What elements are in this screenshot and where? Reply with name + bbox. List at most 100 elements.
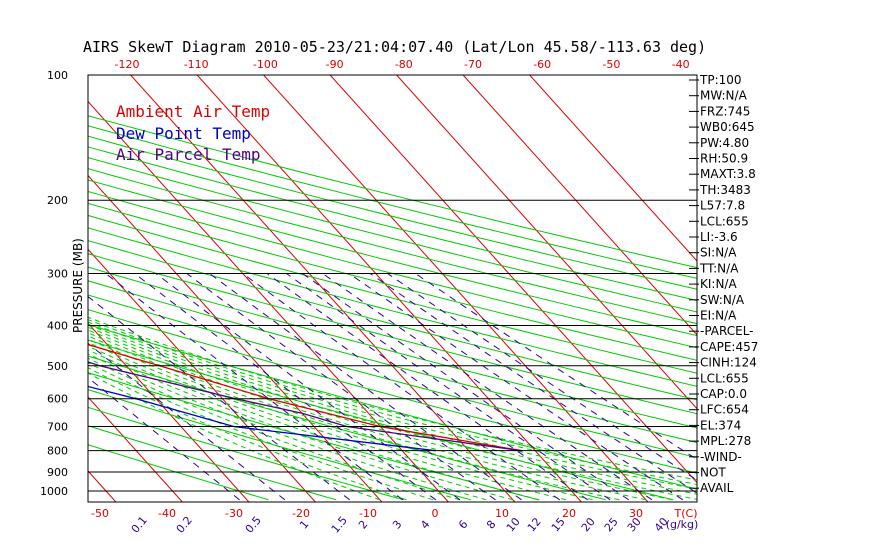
- top-temp-tick-label: -110: [184, 58, 209, 71]
- dry-adiabat-line: [88, 157, 697, 313]
- dry-adiabat-line: [88, 146, 697, 302]
- index-label: PW:4.80: [700, 136, 749, 150]
- moist-adiabat-line: [88, 338, 593, 501]
- mixing-ratio-line: [286, 273, 611, 501]
- legend-parcel-temp: Air Parcel Temp: [116, 145, 261, 164]
- mixing-ratio-line: [302, 273, 629, 501]
- mixing-ratio-line: [387, 273, 697, 481]
- top-temp-tick-label: -70: [464, 58, 482, 71]
- bottom-temp-tick-label: 0: [432, 507, 439, 520]
- moist-adiabat-line: [88, 372, 381, 501]
- dry-adiabat-line: [88, 425, 337, 501]
- pressure-tick-label: 100: [47, 69, 68, 82]
- ambient-temp-line: [88, 343, 523, 452]
- legend-ambient-temp: Ambient Air Temp: [116, 102, 270, 121]
- isotherm-line: [88, 322, 250, 502]
- index-label: TT:N/A: [699, 261, 739, 275]
- dry-adiabat-line: [88, 280, 697, 444]
- isotherm-line: [329, 75, 697, 484]
- bottom-temp-tick-label: -40: [158, 507, 176, 520]
- moist-adiabat-line: [88, 362, 434, 501]
- dry-adiabat-line: [88, 168, 697, 325]
- index-label: MW:N/A: [700, 89, 748, 103]
- index-label: FRZ:745: [700, 104, 750, 118]
- pressure-tick-label: 500: [47, 360, 68, 373]
- background-grid: [0, 75, 697, 502]
- mixing-ratio-line: [105, 273, 404, 501]
- dry-adiabat-line: [88, 294, 697, 459]
- dry-adiabat-line: [88, 179, 697, 337]
- bottom-temp-tick-label: -30: [225, 507, 243, 520]
- top-temp-tick-label: -50: [602, 58, 620, 71]
- pressure-tick-label: 200: [47, 194, 68, 207]
- mixing-ratio-line: [322, 273, 653, 501]
- pressure-tick-label: 600: [47, 393, 68, 406]
- index-label: KI:N/A: [700, 277, 737, 291]
- mixing-ratio-line: [186, 273, 496, 501]
- index-label: MAXT:3.8: [700, 167, 756, 181]
- index-label: CAPE:457: [700, 340, 758, 354]
- index-label: LFC:654: [700, 403, 749, 417]
- index-label: AVAIL: [700, 481, 734, 495]
- moist-adiabat-line: [88, 329, 673, 501]
- index-label: -WIND-: [700, 450, 742, 464]
- index-label: TH:3483: [699, 183, 751, 197]
- index-label: RH:50.9: [700, 152, 748, 166]
- index-label: SI:N/A: [700, 246, 737, 260]
- legend: Ambient Air Temp Dew Point Temp Air Parc…: [116, 102, 270, 164]
- index-label: LI:-3.6: [700, 230, 738, 244]
- isotherm-line: [88, 174, 383, 502]
- index-label: SW:N/A: [700, 293, 745, 307]
- bottom-temp-tick-label: 30: [629, 507, 643, 520]
- index-label: LCL:655: [700, 214, 749, 228]
- index-label: EL:374: [700, 418, 741, 432]
- pressure-tick-label: 1000: [40, 485, 68, 498]
- dry-adiabat-line: [88, 253, 697, 415]
- pressure-tick-label: 400: [47, 319, 68, 332]
- dry-adiabat-line: [88, 372, 539, 501]
- moist-adiabat-line: [88, 335, 620, 501]
- mixing-ratio-unit-label: (g/kg): [666, 518, 699, 531]
- y-axis-label: PRESSURE (MB): [71, 238, 85, 333]
- dry-adiabat-line: [88, 324, 697, 490]
- temp-unit-label: T(C): [674, 507, 698, 520]
- mixing-ratio-line: [266, 273, 588, 501]
- moist-adiabat-line: [88, 353, 487, 501]
- top-temp-tick-label: -80: [395, 58, 413, 71]
- dry-adiabat-line: [88, 202, 697, 361]
- top-temp-tick-label: -90: [326, 58, 344, 71]
- index-label: LCL:655: [700, 371, 749, 385]
- index-label: NOT: [700, 466, 726, 480]
- mixing-ratio-line: [348, 273, 684, 501]
- mixing-ratio-tick-label: 25: [602, 515, 621, 534]
- dry-adiabat-line: [88, 115, 697, 269]
- index-label: CINH:124: [700, 356, 757, 370]
- dry-adiabat-line: [88, 125, 697, 279]
- index-label: CAP:0.0: [700, 387, 747, 401]
- moist-adiabat-line: [88, 319, 697, 485]
- pressure-tick-label: 800: [47, 445, 68, 458]
- isotherm-line: [88, 100, 449, 502]
- dry-adiabat-line: [88, 444, 269, 501]
- moist-adiabat-line: [88, 324, 697, 495]
- bottom-temp-tick-label: 10: [495, 507, 509, 520]
- isotherm-line: [529, 75, 697, 262]
- top-temp-tick-label: -120: [115, 58, 140, 71]
- dry-adiabat-line: [88, 227, 697, 387]
- moist-adiabat-line: [88, 349, 514, 501]
- isotherm-line: [396, 75, 697, 410]
- pressure-tick-label: 700: [47, 421, 68, 434]
- isotherm-line: [462, 75, 697, 336]
- dry-adiabat-line: [88, 389, 472, 501]
- top-temp-tick-label: -100: [253, 58, 278, 71]
- isotherm-line: [0, 75, 49, 502]
- mixing-ratio-line: [155, 273, 461, 501]
- mixing-ratio-tick-label: 6: [456, 518, 470, 532]
- mixing-ratio-line: [209, 273, 522, 501]
- isotherm-line: [88, 248, 316, 502]
- dry-adiabat-line: [88, 266, 697, 429]
- mixing-ratio-tick-label: 4: [418, 518, 432, 532]
- mixing-ratio-line: [134, 273, 437, 501]
- index-label: WB0:645: [700, 120, 755, 134]
